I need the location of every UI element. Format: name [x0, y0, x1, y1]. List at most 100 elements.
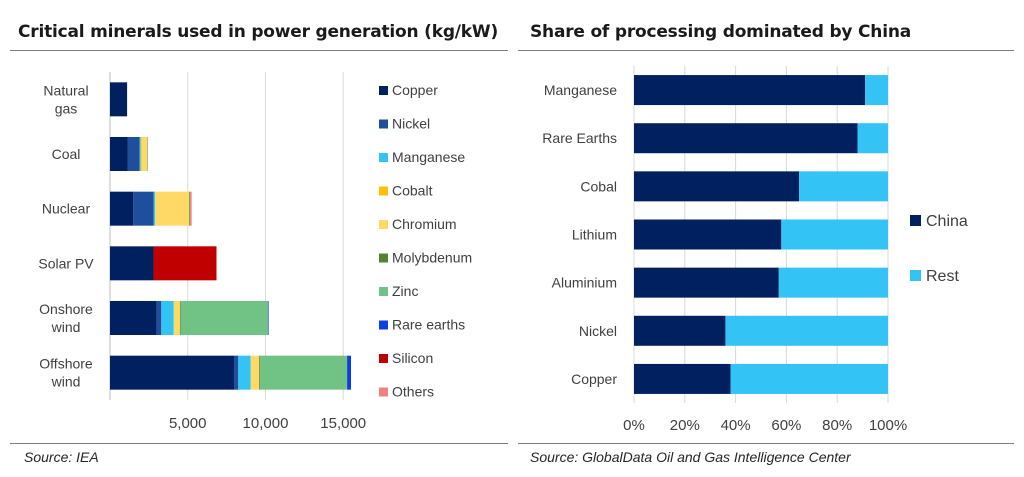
category-label: Rare Earths: [542, 130, 617, 146]
left-chart-title: Critical minerals used in power generati…: [18, 22, 499, 42]
bar-segment-rest: [799, 171, 888, 202]
legend-swatch-rest: [910, 270, 921, 281]
category-label: Lithium: [572, 227, 617, 243]
legend-swatch-copper: [379, 86, 388, 95]
x-tick-label: 5,000: [169, 415, 207, 432]
legend-label-manganese: Manganese: [392, 149, 465, 165]
legend-swatch-chromium: [379, 220, 388, 229]
category-label: Natural: [43, 82, 88, 98]
legend-swatch-cobalt: [379, 186, 388, 196]
bar-segment-china: [634, 267, 779, 298]
bar-segment-rest: [781, 219, 888, 250]
bar-segment-copper: [110, 246, 154, 281]
bar-segment-molybdenum: [259, 355, 261, 390]
legend-label-others: Others: [392, 384, 434, 400]
bar-segment-manganese: [153, 191, 156, 226]
bar-segment-molybdenum: [179, 301, 181, 335]
bar-segment-china: [634, 75, 866, 106]
legend-swatch-rare-earths: [379, 320, 388, 330]
category-label: Onshore: [39, 301, 93, 317]
bar-segment-copper: [110, 355, 235, 390]
legend-label-zinc: Zinc: [392, 283, 418, 299]
bar-segment-manganese: [161, 301, 174, 335]
category-label: Offshore: [39, 356, 93, 372]
left-title-rule: [10, 50, 508, 51]
bar-segment-chromium: [141, 137, 148, 171]
legend-label-cobalt: Cobalt: [392, 183, 433, 199]
bar-segment-molybdenum: [189, 191, 191, 226]
x-tick-label: 20%: [670, 417, 700, 434]
bar-segment-china: [634, 123, 858, 154]
legend-label-chromium: Chromium: [392, 216, 457, 232]
x-tick-label: 40%: [721, 417, 751, 434]
bar-segment-chromium: [250, 355, 260, 390]
x-tick-label: 80%: [822, 417, 852, 434]
bar-segment-nickel: [156, 301, 162, 335]
bar-segment-nickel: [234, 355, 239, 390]
bar-segment-rest: [778, 267, 888, 298]
x-tick-label: 0%: [623, 417, 645, 434]
legend-swatch-molybdenum: [379, 253, 388, 263]
bar-segment-nickel: [133, 191, 154, 226]
bar-segment-rare-earths: [267, 301, 269, 335]
category-label: Nuclear: [42, 201, 91, 217]
bar-segment-copper: [110, 82, 128, 117]
bar-segment-others: [190, 191, 192, 226]
bar-segment-molybdenum: [147, 137, 148, 171]
bar-segment-manganese: [238, 355, 251, 390]
category-label: Copper: [571, 371, 617, 387]
right-source-rule: [518, 443, 1014, 444]
category-label: Manganese: [544, 82, 617, 98]
category-label: gas: [55, 100, 78, 116]
legend-label-molybdenum: Molybdenum: [392, 250, 472, 266]
bar-segment-copper: [110, 301, 157, 335]
right-title-rule: [518, 50, 1014, 51]
category-label: Solar PV: [38, 255, 94, 271]
category-label: Cobal: [580, 178, 617, 194]
x-tick-label: 100%: [869, 417, 907, 434]
bar-segment-copper: [110, 191, 134, 226]
category-label: wind: [51, 319, 81, 335]
bar-segment-silicon: [153, 246, 217, 281]
legend-label-rest: Rest: [926, 268, 959, 285]
bar-segment-china: [634, 219, 782, 250]
legend-label-copper: Copper: [392, 82, 438, 98]
bar-segment-rare-earths: [347, 355, 351, 390]
x-tick-label: 10,000: [243, 415, 289, 432]
bar-segment-zinc: [180, 301, 268, 335]
bar-segment-manganese: [139, 137, 141, 171]
x-tick-label: 60%: [771, 417, 801, 434]
legend-label-china: China: [926, 213, 968, 230]
legend-swatch-zinc: [379, 287, 388, 296]
left-source-rule: [10, 443, 508, 444]
legend-swatch-others: [379, 387, 388, 397]
category-label: Coal: [52, 146, 81, 162]
right-chart-title: Share of processing dominated by China: [530, 22, 911, 42]
x-tick-label: 15,000: [320, 415, 366, 432]
right-source: Source: GlobalData Oil and Gas Intellige…: [530, 449, 851, 465]
bar-segment-nickel: [127, 137, 140, 171]
bar-segment-chromium: [173, 301, 180, 335]
bar-segment-zinc: [260, 355, 348, 390]
bar-segment-rest: [725, 315, 888, 346]
legend-swatch-china: [910, 215, 921, 226]
bar-segment-china: [634, 171, 800, 202]
bar-segment-rest: [857, 123, 888, 154]
category-label: Aluminium: [552, 275, 617, 291]
bar-segment-china: [634, 315, 726, 346]
bar-segment-chromium: [155, 191, 190, 226]
legend-label-nickel: Nickel: [392, 116, 430, 132]
bar-segment-china: [634, 363, 731, 394]
category-label: wind: [51, 374, 81, 390]
bar-segment-rest: [730, 363, 888, 394]
left-source: Source: IEA: [24, 449, 99, 465]
legend-swatch-silicon: [379, 354, 388, 363]
legend-swatch-manganese: [379, 153, 388, 162]
bar-segment-copper: [110, 137, 128, 171]
bar-segment-cobalt: [140, 137, 142, 171]
legend-swatch-nickel: [379, 119, 388, 129]
legend-label-rare-earths: Rare earths: [392, 317, 465, 333]
category-label: Nickel: [579, 323, 617, 339]
